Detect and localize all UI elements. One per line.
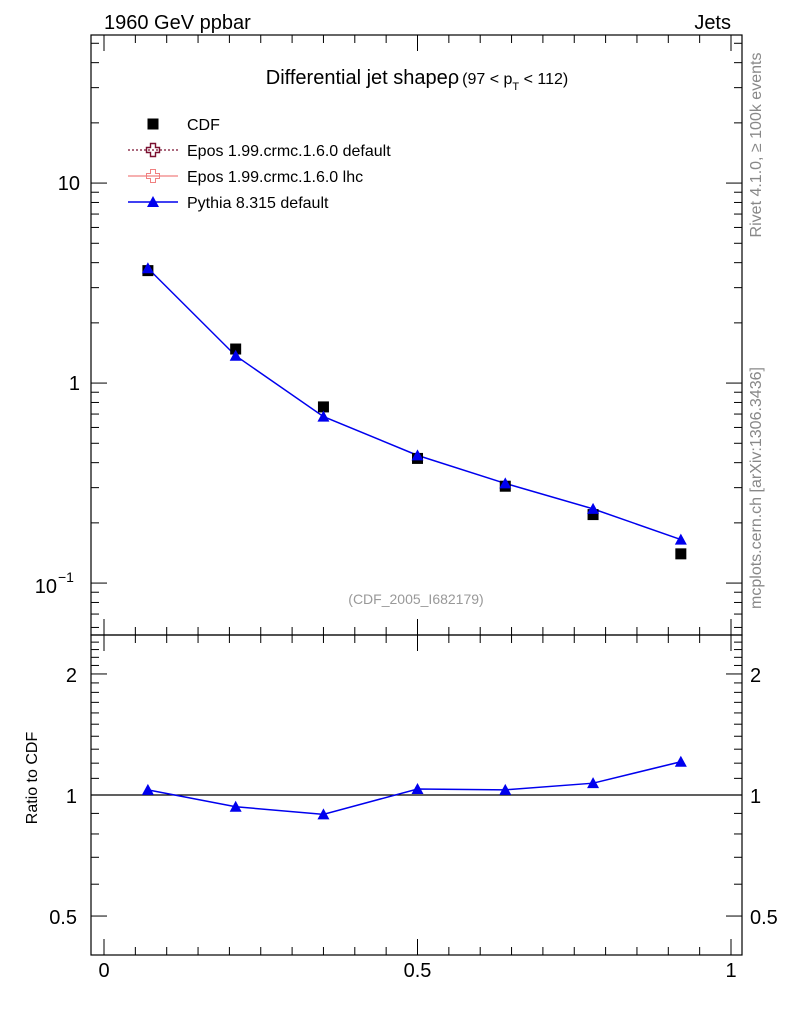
x-tick-label: 1 <box>725 960 736 982</box>
ratio-pythia-point <box>587 777 600 789</box>
mcplots-label: mcplots.cern.ch [arXiv:1306.3436] <box>748 367 765 609</box>
plot-title-cut: (97 < p <box>462 71 512 88</box>
x-tick-label: 0.5 <box>404 960 432 982</box>
cdf-point <box>317 401 329 413</box>
y-tick-label-base: 10 <box>35 576 57 598</box>
plot-title-suffix: < 112) <box>519 71 568 88</box>
ratio-tick-label-left: 1 <box>66 786 77 808</box>
pythia-point <box>587 502 600 514</box>
legend: CDF Epos 1.99.crmc.1.6.0 default Epos 1.99… <box>128 117 391 212</box>
analysis-watermark: (CDF_2005_I682179) <box>348 591 483 607</box>
legend-label: Pythia 8.315 default <box>187 195 329 212</box>
legend-label: CDF <box>187 117 220 134</box>
ratio-tick-label-left: 0.5 <box>49 907 77 929</box>
legend-marker-cross <box>145 142 161 158</box>
pythia-point <box>674 533 687 545</box>
pythia-point <box>317 410 330 422</box>
header-left: 1960 GeV ppbar <box>104 12 251 34</box>
legend-label: Epos 1.99.crmc.1.6.0 lhc <box>187 169 363 186</box>
legend-label: Epos 1.99.crmc.1.6.0 default <box>187 143 391 160</box>
ratio-pythia-point <box>499 783 512 795</box>
pythia-point <box>229 349 242 361</box>
pythia-point <box>499 477 512 489</box>
plot-title-sub: T <box>512 81 519 93</box>
header-right: Jets <box>694 12 731 34</box>
ratio-tick-label-right: 1 <box>750 786 761 808</box>
ratio-pythia-point <box>674 755 687 767</box>
ratio-pythia-point <box>229 800 242 812</box>
legend-marker-cross <box>146 169 160 183</box>
pythia-line <box>147 267 682 541</box>
main-series <box>141 262 687 560</box>
plot-title-main: Differential jet shapeρ <box>266 67 459 89</box>
ratio-series <box>91 755 742 820</box>
ratio-pythia-point <box>141 783 154 795</box>
ratio-tick-label-right: 0.5 <box>750 907 778 929</box>
y-tick-label: 1 <box>69 373 80 395</box>
legend-marker-square <box>147 118 159 130</box>
cdf-point <box>587 509 599 521</box>
ratio-pythia-point <box>411 782 424 794</box>
legend-marker-triangle <box>147 196 159 207</box>
cdf-point <box>230 343 242 355</box>
cdf-point <box>675 548 687 560</box>
y-tick-label: 10 <box>58 173 80 195</box>
plot-title: Differential jet shapeρ (97 < pT < 112) <box>266 67 568 93</box>
ratio-tick-label-right: 2 <box>750 665 761 687</box>
axis-ticks <box>91 35 742 955</box>
y-tick-label-exp: −1 <box>58 569 74 585</box>
pythia-point <box>411 449 424 461</box>
x-tick-label: 0 <box>98 960 109 982</box>
ratio-tick-label-left: 2 <box>66 665 77 687</box>
ratio-pythia-point <box>317 808 330 820</box>
pythia-point <box>141 262 154 274</box>
ratio-pythia-line <box>147 760 682 816</box>
ratio-y-label: Ratio to CDF <box>24 732 41 825</box>
rivet-label: Rivet 4.1.0, ≥ 100k events <box>748 53 765 238</box>
